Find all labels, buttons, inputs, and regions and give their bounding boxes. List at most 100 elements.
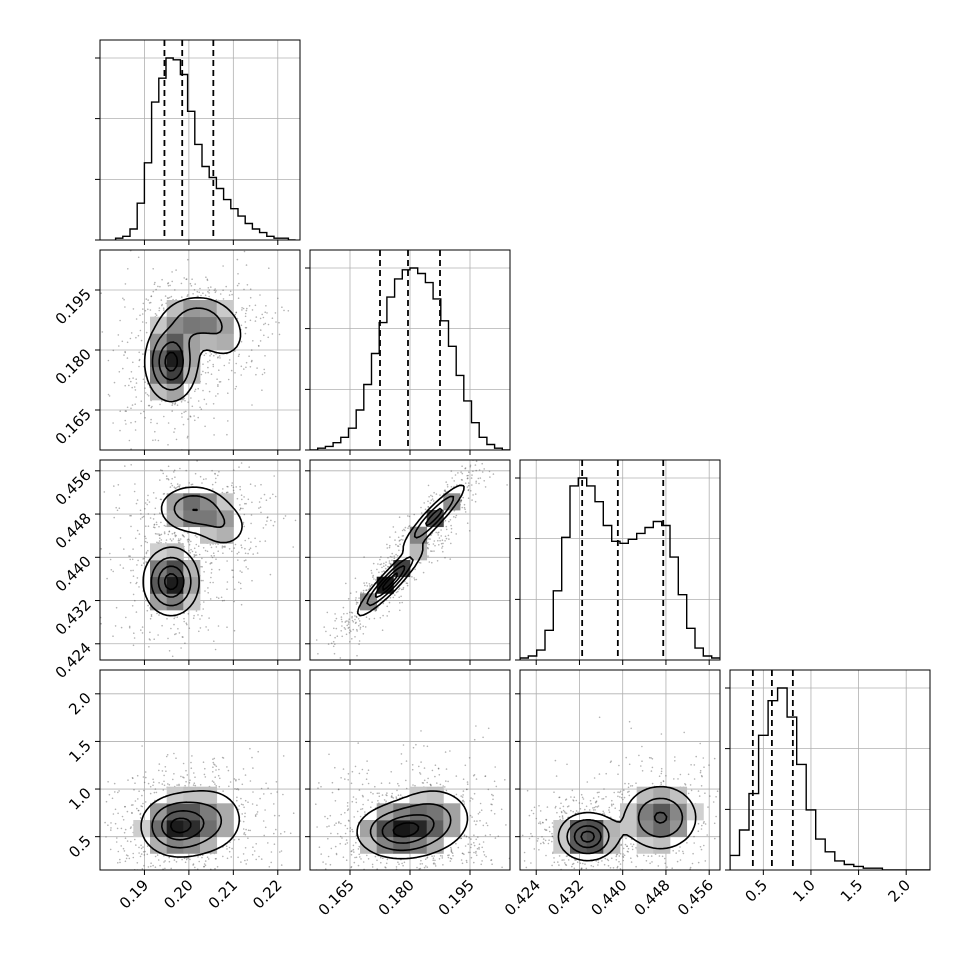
sample-point [187, 857, 189, 859]
sample-point [562, 805, 565, 808]
sample-point [141, 872, 143, 874]
sample-point [480, 809, 483, 811]
density-cell [166, 560, 184, 578]
sample-point [210, 576, 212, 579]
histogram-3 [725, 669, 931, 871]
sample-point [230, 856, 232, 858]
sample-point [219, 357, 221, 359]
density-cell [410, 803, 428, 821]
sample-point [577, 811, 579, 814]
sample-point [202, 389, 204, 392]
sample-point [597, 796, 600, 798]
sample-point [358, 597, 360, 599]
sample-point [205, 626, 207, 628]
sample-point [179, 467, 181, 470]
sample-point [198, 291, 200, 294]
sample-point [152, 492, 155, 494]
sample-point [402, 586, 405, 589]
sample-point [466, 486, 469, 488]
sample-point [734, 888, 736, 890]
sample-point [356, 628, 358, 631]
sample-point [395, 877, 397, 879]
sample-point [436, 782, 438, 784]
sample-point [139, 817, 142, 819]
sample-point [147, 866, 150, 868]
sample-point [351, 770, 354, 773]
sample-point [590, 864, 593, 867]
sample-point [363, 582, 365, 584]
sample-point [194, 283, 196, 285]
sample-point [679, 878, 681, 880]
sample-point [598, 791, 600, 794]
sample-point [229, 841, 231, 843]
sample-point [207, 592, 209, 594]
sample-point [296, 824, 298, 826]
sample-point [461, 506, 464, 509]
sample-point [560, 810, 563, 813]
sample-point [478, 469, 481, 471]
sample-point [200, 373, 203, 376]
sample-point [187, 538, 190, 540]
sample-point [148, 646, 150, 648]
sample-point [222, 790, 224, 792]
sample-point [263, 793, 265, 795]
sample-point [593, 874, 595, 876]
sample-point [467, 484, 470, 487]
sample-point [437, 539, 439, 542]
sample-point [199, 784, 202, 786]
sample-point [595, 805, 597, 808]
sample-point [124, 860, 127, 863]
sample-point [622, 847, 625, 850]
sample-point [545, 829, 548, 831]
sample-point [592, 809, 595, 811]
sample-point [168, 784, 171, 786]
sample-point [501, 866, 503, 869]
sample-point [208, 295, 210, 298]
sample-point [391, 559, 393, 562]
sample-point [206, 279, 209, 282]
sample-point [92, 352, 94, 354]
sample-point [393, 557, 396, 559]
sample-point [345, 839, 348, 841]
sample-point [595, 801, 597, 803]
sample-point [575, 871, 577, 873]
sample-point [398, 549, 400, 552]
sample-point [397, 861, 399, 863]
sample-point [112, 635, 114, 637]
sample-point [651, 766, 654, 769]
sample-point [565, 855, 568, 858]
contour-line [374, 507, 443, 598]
sample-point [641, 745, 643, 748]
sample-point [171, 533, 174, 535]
sample-point [207, 587, 209, 589]
sample-point [389, 596, 392, 599]
sample-point [438, 774, 441, 776]
sample-point [193, 772, 195, 774]
sample-point [471, 798, 474, 800]
sample-point [699, 771, 702, 774]
sample-point [211, 556, 214, 559]
sample-point [149, 309, 152, 311]
sample-point [109, 552, 111, 555]
sample-point [386, 547, 389, 549]
sample-point [170, 919, 172, 921]
sample-point [186, 623, 188, 626]
sample-point [126, 884, 128, 886]
density-cell [166, 493, 184, 511]
sample-point [163, 861, 165, 863]
sample-point [242, 820, 245, 823]
sample-point [558, 796, 560, 799]
panel-content [520, 670, 736, 890]
sample-point [721, 846, 723, 848]
sample-point [245, 502, 247, 505]
sample-point [200, 408, 203, 411]
sample-point [341, 620, 343, 623]
sample-point [437, 532, 439, 534]
sample-point [414, 871, 416, 873]
sample-point [450, 486, 453, 488]
sample-point [215, 857, 217, 860]
sample-point [226, 581, 229, 583]
sample-point [241, 571, 243, 573]
sample-point [240, 861, 242, 863]
sample-point [628, 720, 631, 723]
